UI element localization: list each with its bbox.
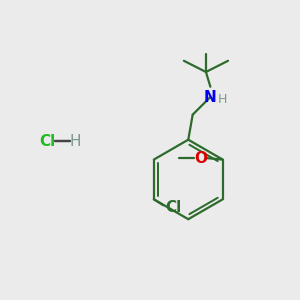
Text: H: H bbox=[218, 93, 227, 106]
Text: Cl: Cl bbox=[39, 134, 55, 149]
Text: N: N bbox=[204, 89, 217, 104]
Text: H: H bbox=[69, 134, 81, 149]
Text: O: O bbox=[194, 151, 207, 166]
Text: Cl: Cl bbox=[166, 200, 182, 215]
